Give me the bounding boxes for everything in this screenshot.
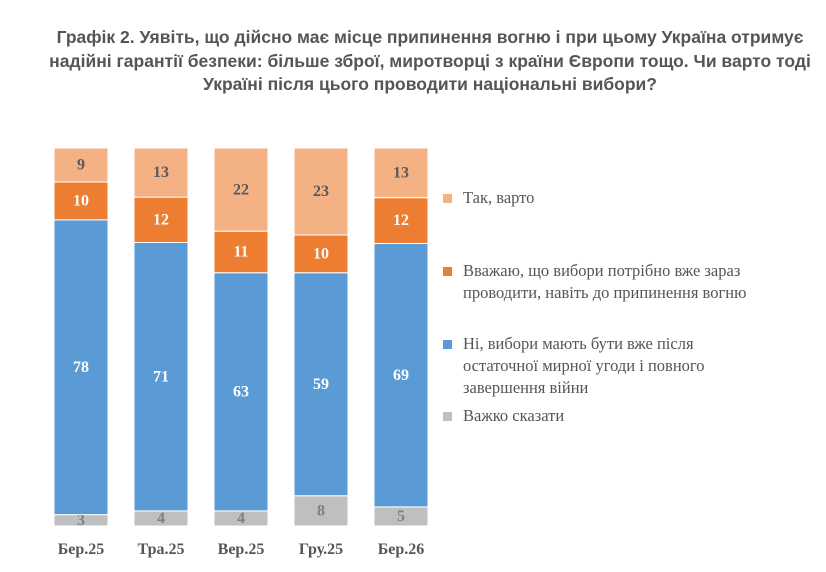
x-tick-label: Тра.25	[138, 541, 185, 558]
x-tick-label: Гру.25	[299, 541, 343, 558]
bar-segment-yes	[53, 147, 109, 183]
legend-swatch-hard	[443, 412, 452, 421]
legend-swatch-yes	[443, 194, 452, 203]
bar-segment-now	[293, 234, 349, 274]
bar-segment-now	[53, 181, 109, 221]
legend-label-line: Вважаю, що вибори потрібно вже зараз	[463, 261, 741, 280]
bar-segment-yes	[133, 147, 189, 198]
bar-segment-no	[293, 272, 349, 497]
legend-label-no: Ні, вибори мають бути вже після остаточно…	[463, 333, 808, 399]
bar-segment-no	[53, 219, 109, 516]
chart-title-line-2: надійні гарантії безпеки: більше зброї, …	[49, 50, 811, 71]
data-label-now: 11	[233, 244, 248, 261]
legend-label-yes: Так, варто	[463, 187, 808, 209]
x-tick-label: Бер.25	[58, 541, 105, 558]
data-label-hard: 4	[157, 510, 165, 527]
bar-segment-now	[213, 230, 269, 274]
data-label-yes: 23	[313, 183, 329, 200]
legend-label-line: остаточної мирної угоди і повного	[463, 356, 705, 375]
data-label-yes: 9	[77, 157, 85, 174]
legend-swatch-no	[443, 340, 452, 349]
data-label-no: 69	[393, 367, 409, 384]
chart-title-line-3: Україні після цього проводити національн…	[202, 74, 658, 94]
data-label-hard: 4	[237, 510, 245, 527]
x-tick-label: Вер.25	[218, 541, 265, 558]
legend-label-hard: Важко сказати	[463, 405, 808, 427]
data-label-now: 12	[153, 211, 169, 228]
legend-label-line: Важко сказати	[463, 406, 565, 425]
data-label-no: 59	[313, 376, 329, 393]
bar-segment-now	[133, 196, 189, 243]
bar-segment-hard	[293, 495, 349, 527]
bar-segment-no	[133, 242, 189, 512]
data-label-yes: 13	[153, 164, 169, 181]
data-label-now: 12	[393, 212, 409, 229]
bar-segment-yes	[293, 147, 349, 236]
data-label-now: 10	[313, 246, 329, 263]
bar-segment-no	[213, 272, 269, 512]
chart-title: Графік 2. Уявіть, що дійсно має місце пр…	[40, 26, 820, 97]
legend-label-line: завершення війни	[463, 378, 589, 397]
x-tick-label: Бер.26	[378, 541, 425, 558]
legend-label-line: проводити, навіть до припинення вогню	[463, 283, 747, 302]
legend-label-line: Так, варто	[463, 188, 535, 207]
data-label-no: 78	[73, 359, 89, 376]
data-label-no: 63	[233, 383, 249, 400]
legend-swatch-now	[443, 267, 452, 276]
data-label-yes: 22	[233, 181, 249, 198]
data-label-hard: 8	[317, 503, 325, 520]
data-label-no: 71	[153, 368, 169, 385]
bar-segment-yes	[373, 147, 429, 199]
data-label-hard: 5	[397, 508, 405, 525]
bar-segment-yes	[213, 147, 269, 232]
data-label-hard: 3	[77, 512, 85, 529]
legend-label-now: Вважаю, що вибори потрібно вже зараз пров…	[463, 260, 808, 304]
data-label-now: 10	[73, 193, 89, 210]
legend-label-line: Ні, вибори мають бути вже після	[463, 334, 694, 353]
chart-title-line-1: Графік 2. Уявіть, що дійсно має місце пр…	[56, 27, 804, 47]
data-label-yes: 13	[393, 164, 409, 181]
bar-segment-no	[373, 242, 429, 508]
